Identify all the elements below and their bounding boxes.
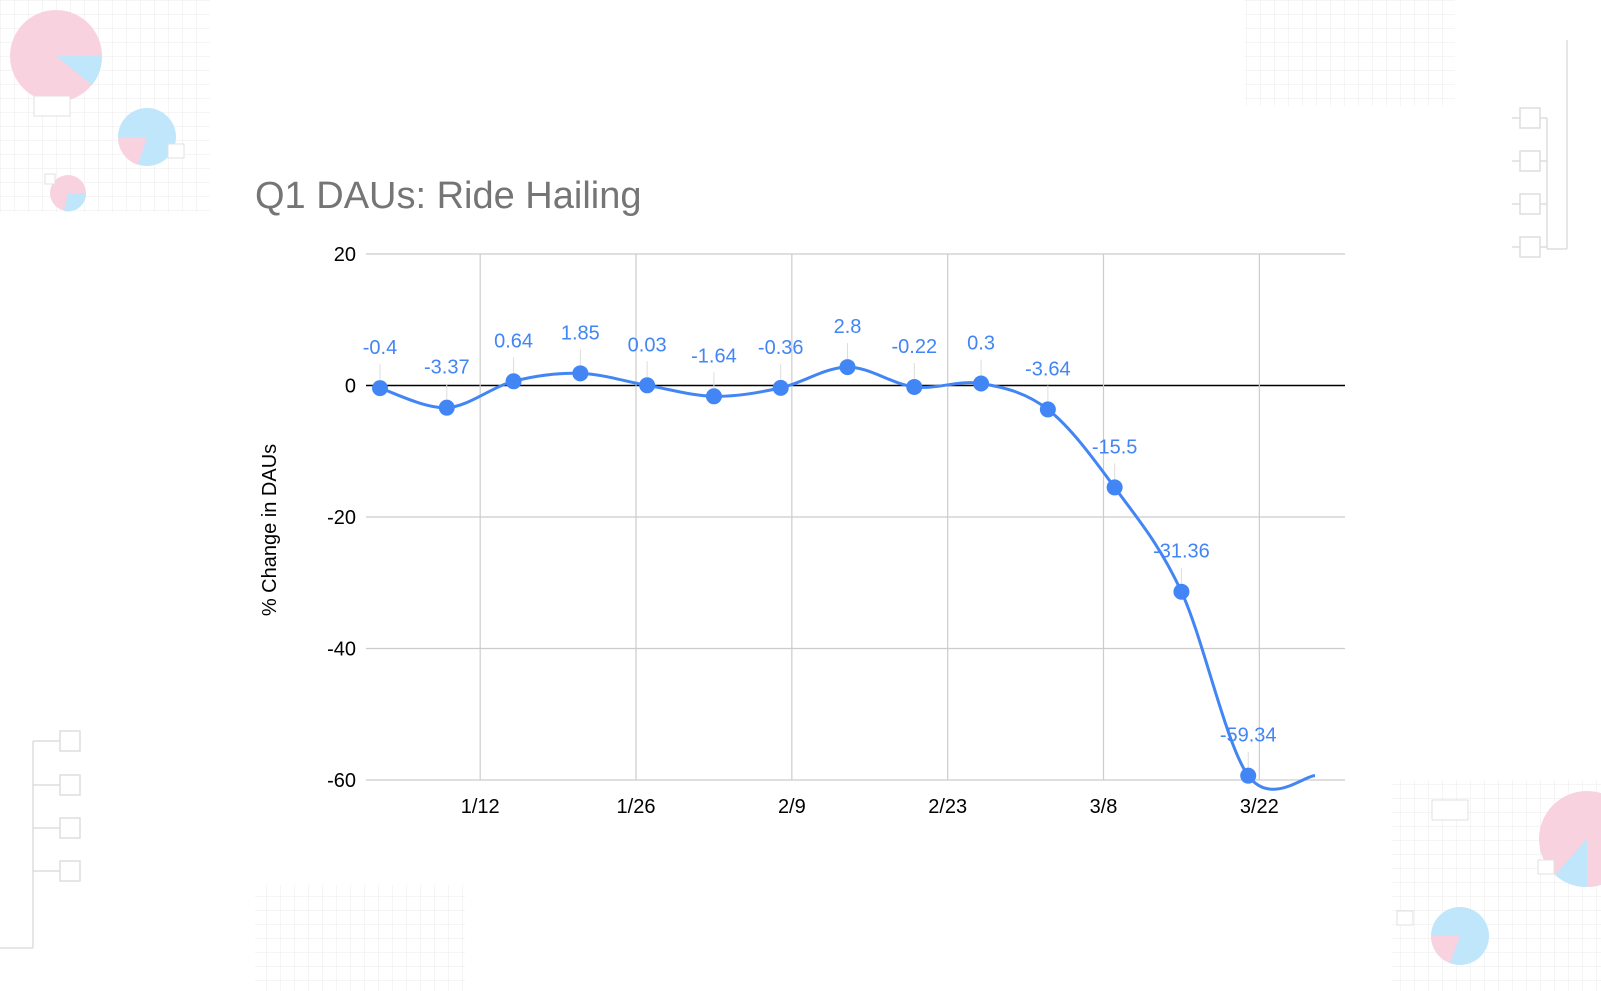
data-point[interactable]: [973, 375, 990, 392]
data-point[interactable]: [1173, 583, 1190, 600]
decor-box-icon: [1537, 859, 1555, 875]
axis-labels: 20 0 -20 -40 -60 1/12 1/26 2/9 2/23 3/8 3/22: [327, 244, 1279, 818]
data-label: -31.36: [1153, 541, 1210, 563]
data-point[interactable]: [772, 379, 789, 396]
data-point[interactable]: [505, 373, 522, 390]
decor-pie-icon-medium: [1431, 907, 1489, 965]
y-tick-label: -60: [327, 770, 356, 792]
x-tick-label: 1/12: [461, 796, 500, 818]
y-tick-label: 0: [345, 376, 356, 398]
x-tick-label: 2/9: [778, 796, 806, 818]
decor-pie-icon-large: [10, 10, 103, 102]
data-point[interactable]: [1240, 767, 1257, 784]
y-tick-label: -40: [327, 639, 356, 661]
data-point[interactable]: [906, 378, 923, 395]
data-label: -3.37: [424, 357, 470, 379]
data-point[interactable]: [839, 359, 856, 376]
data-label: 1.85: [561, 322, 600, 344]
decor-box-icon: [44, 173, 56, 185]
x-tick-label: 3/8: [1090, 796, 1118, 818]
decor-box-icon: [1431, 799, 1469, 821]
data-label: 0.3: [967, 333, 995, 355]
y-tick-label: -20: [327, 507, 356, 529]
data-point[interactable]: [1106, 479, 1123, 496]
decor-pie-icon-small: [50, 175, 87, 212]
data-label: -59.34: [1220, 725, 1277, 747]
decor-pie-icon-medium: [117, 108, 176, 166]
data-label: -0.36: [758, 337, 804, 359]
data-label: -0.22: [891, 336, 937, 358]
decor-grid-bottom-left: [255, 885, 465, 991]
series-path: [379, 365, 1316, 791]
data-point[interactable]: [705, 388, 722, 405]
data-point[interactable]: [1039, 401, 1056, 418]
data-label: 0.64: [494, 330, 533, 352]
chart-title: Q1 DAUs: Ride Hailing: [255, 175, 641, 217]
decor-tree-icon-right: [1512, 40, 1568, 258]
series-line: [372, 359, 1316, 791]
data-label: -15.5: [1092, 436, 1138, 458]
data-labels: -0.4 -3.37 0.64 1.85 0.03 -1.64 -0.36 2.8 -0.22 0…: [363, 316, 1277, 768]
data-label: 0.03: [628, 334, 667, 356]
decor-box-icon: [1396, 910, 1414, 926]
data-label: -0.4: [363, 337, 397, 359]
decor-pie-icon-large: [1539, 791, 1601, 888]
x-tick-label: 1/26: [617, 796, 656, 818]
gridlines: [366, 253, 1345, 781]
data-label: -1.64: [691, 345, 737, 367]
x-tick-label: 3/22: [1240, 796, 1279, 818]
y-axis-title: % Change in DAUs: [259, 444, 281, 616]
data-label: -3.64: [1025, 358, 1071, 380]
data-label: 2.8: [834, 316, 862, 338]
data-point[interactable]: [438, 399, 455, 416]
data-point[interactable]: [639, 377, 656, 394]
data-point[interactable]: [372, 380, 388, 397]
x-tick-label: 2/23: [928, 796, 967, 818]
decor-grid-top-right: [1245, 0, 1455, 106]
data-point[interactable]: [572, 365, 589, 382]
decor-tree-icon-left: [0, 730, 81, 949]
decor-box-icon: [33, 95, 71, 117]
y-tick-label: 20: [334, 244, 356, 266]
decor-box-icon: [167, 143, 185, 159]
